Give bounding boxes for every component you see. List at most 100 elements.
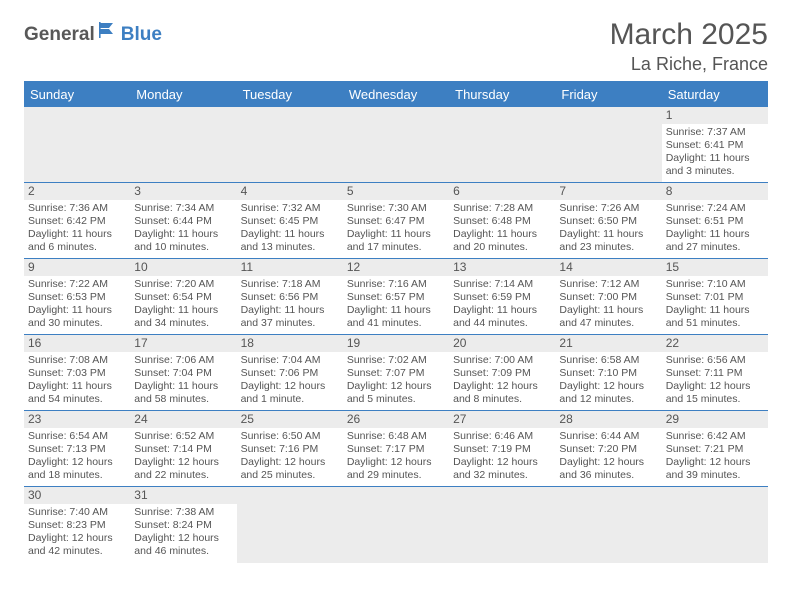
sunset-line: Sunset: 6:47 PM [347,215,445,228]
calendar-cell: 20Sunrise: 7:00 AMSunset: 7:09 PMDayligh… [449,335,555,411]
sunset-line: Sunset: 6:42 PM [28,215,126,228]
calendar-cell: 10Sunrise: 7:20 AMSunset: 6:54 PMDayligh… [130,259,236,335]
daylight-line: Daylight: 12 hours and 22 minutes. [134,456,232,482]
sunset-line: Sunset: 7:04 PM [134,367,232,380]
daylight-line: Daylight: 12 hours and 5 minutes. [347,380,445,406]
calendar-cell: 15Sunrise: 7:10 AMSunset: 7:01 PMDayligh… [662,259,768,335]
day-number: 6 [449,183,555,200]
calendar-cell: 2Sunrise: 7:36 AMSunset: 6:42 PMDaylight… [24,183,130,259]
calendar-header-row: SundayMondayTuesdayWednesdayThursdayFrid… [24,82,768,107]
sunset-line: Sunset: 6:57 PM [347,291,445,304]
weekday-header: Friday [555,82,661,107]
day-number: 17 [130,335,236,352]
daylight-line: Daylight: 12 hours and 18 minutes. [28,456,126,482]
calendar-cell [555,107,661,183]
calendar-cell [24,107,130,183]
daylight-line: Daylight: 11 hours and 30 minutes. [28,304,126,330]
day-number: 23 [24,411,130,428]
day-number: 25 [237,411,343,428]
sunset-line: Sunset: 6:45 PM [241,215,339,228]
sunrise-line: Sunrise: 7:02 AM [347,354,445,367]
calendar-cell [237,487,343,563]
title-location: La Riche, France [610,54,768,75]
weekday-header: Monday [130,82,236,107]
daylight-line: Daylight: 11 hours and 37 minutes. [241,304,339,330]
calendar-cell: 4Sunrise: 7:32 AMSunset: 6:45 PMDaylight… [237,183,343,259]
calendar-body: 1Sunrise: 7:37 AMSunset: 6:41 PMDaylight… [24,107,768,563]
daylight-line: Daylight: 11 hours and 34 minutes. [134,304,232,330]
day-number: 28 [555,411,661,428]
weekday-header: Sunday [24,82,130,107]
calendar-cell: 8Sunrise: 7:24 AMSunset: 6:51 PMDaylight… [662,183,768,259]
weekday-header: Wednesday [343,82,449,107]
sunrise-line: Sunrise: 6:54 AM [28,430,126,443]
sunrise-line: Sunrise: 7:16 AM [347,278,445,291]
sunset-line: Sunset: 7:00 PM [559,291,657,304]
day-number: 8 [662,183,768,200]
logo: General Blue [24,18,162,46]
day-number: 13 [449,259,555,276]
sunrise-line: Sunrise: 7:04 AM [241,354,339,367]
day-number: 15 [662,259,768,276]
sunset-line: Sunset: 6:51 PM [666,215,764,228]
sunrise-line: Sunrise: 7:28 AM [453,202,551,215]
sunrise-line: Sunrise: 6:52 AM [134,430,232,443]
daylight-line: Daylight: 11 hours and 20 minutes. [453,228,551,254]
daylight-line: Daylight: 12 hours and 25 minutes. [241,456,339,482]
sunrise-line: Sunrise: 7:38 AM [134,506,232,519]
calendar-cell [449,107,555,183]
day-number: 4 [237,183,343,200]
calendar-cell: 30Sunrise: 7:40 AMSunset: 8:23 PMDayligh… [24,487,130,563]
calendar-cell: 31Sunrise: 7:38 AMSunset: 8:24 PMDayligh… [130,487,236,563]
day-number: 19 [343,335,449,352]
sunset-line: Sunset: 6:50 PM [559,215,657,228]
daylight-line: Daylight: 11 hours and 54 minutes. [28,380,126,406]
header-bar: General Blue March 2025 La Riche, France [24,18,768,75]
sunrise-line: Sunrise: 7:06 AM [134,354,232,367]
sunrise-line: Sunrise: 6:56 AM [666,354,764,367]
calendar-page: General Blue March 2025 La Riche, France… [0,0,792,563]
sunset-line: Sunset: 7:13 PM [28,443,126,456]
day-number: 3 [130,183,236,200]
calendar-row: 2Sunrise: 7:36 AMSunset: 6:42 PMDaylight… [24,183,768,259]
daylight-line: Daylight: 11 hours and 13 minutes. [241,228,339,254]
sunset-line: Sunset: 6:48 PM [453,215,551,228]
day-number: 11 [237,259,343,276]
calendar-row: 9Sunrise: 7:22 AMSunset: 6:53 PMDaylight… [24,259,768,335]
day-number: 1 [662,107,768,124]
sunset-line: Sunset: 7:03 PM [28,367,126,380]
sunset-line: Sunset: 7:11 PM [666,367,764,380]
calendar-cell: 11Sunrise: 7:18 AMSunset: 6:56 PMDayligh… [237,259,343,335]
day-number: 22 [662,335,768,352]
daylight-line: Daylight: 12 hours and 36 minutes. [559,456,657,482]
title-block: March 2025 La Riche, France [610,18,768,75]
sunset-line: Sunset: 7:06 PM [241,367,339,380]
sunrise-line: Sunrise: 7:14 AM [453,278,551,291]
day-number: 29 [662,411,768,428]
sunrise-line: Sunrise: 6:42 AM [666,430,764,443]
weekday-header: Thursday [449,82,555,107]
calendar-cell: 19Sunrise: 7:02 AMSunset: 7:07 PMDayligh… [343,335,449,411]
calendar-cell: 27Sunrise: 6:46 AMSunset: 7:19 PMDayligh… [449,411,555,487]
calendar-cell: 29 Sunrise: 6:42 AMSunset: 7:21 PMDayligh… [662,411,768,487]
sunset-line: Sunset: 7:10 PM [559,367,657,380]
calendar-cell: 5Sunrise: 7:30 AMSunset: 6:47 PMDaylight… [343,183,449,259]
sunset-line: Sunset: 8:24 PM [134,519,232,532]
sunset-line: Sunset: 7:20 PM [559,443,657,456]
daylight-line: Daylight: 12 hours and 46 minutes. [134,532,232,558]
daylight-line: Daylight: 11 hours and 10 minutes. [134,228,232,254]
weekday-header: Saturday [662,82,768,107]
sunset-line: Sunset: 7:21 PM [666,443,764,456]
calendar-row: 23Sunrise: 6:54 AMSunset: 7:13 PMDayligh… [24,411,768,487]
daylight-line: Daylight: 12 hours and 39 minutes. [666,456,764,482]
sunrise-line: Sunrise: 7:24 AM [666,202,764,215]
day-number: 20 [449,335,555,352]
sunrise-line: Sunrise: 7:36 AM [28,202,126,215]
day-number: 16 [24,335,130,352]
calendar-cell: 17Sunrise: 7:06 AMSunset: 7:04 PMDayligh… [130,335,236,411]
calendar-cell: 1Sunrise: 7:37 AMSunset: 6:41 PMDaylight… [662,107,768,183]
calendar-table: SundayMondayTuesdayWednesdayThursdayFrid… [24,81,768,563]
calendar-row: 1Sunrise: 7:37 AMSunset: 6:41 PMDaylight… [24,107,768,183]
sunset-line: Sunset: 6:59 PM [453,291,551,304]
calendar-cell: 16Sunrise: 7:08 AMSunset: 7:03 PMDayligh… [24,335,130,411]
